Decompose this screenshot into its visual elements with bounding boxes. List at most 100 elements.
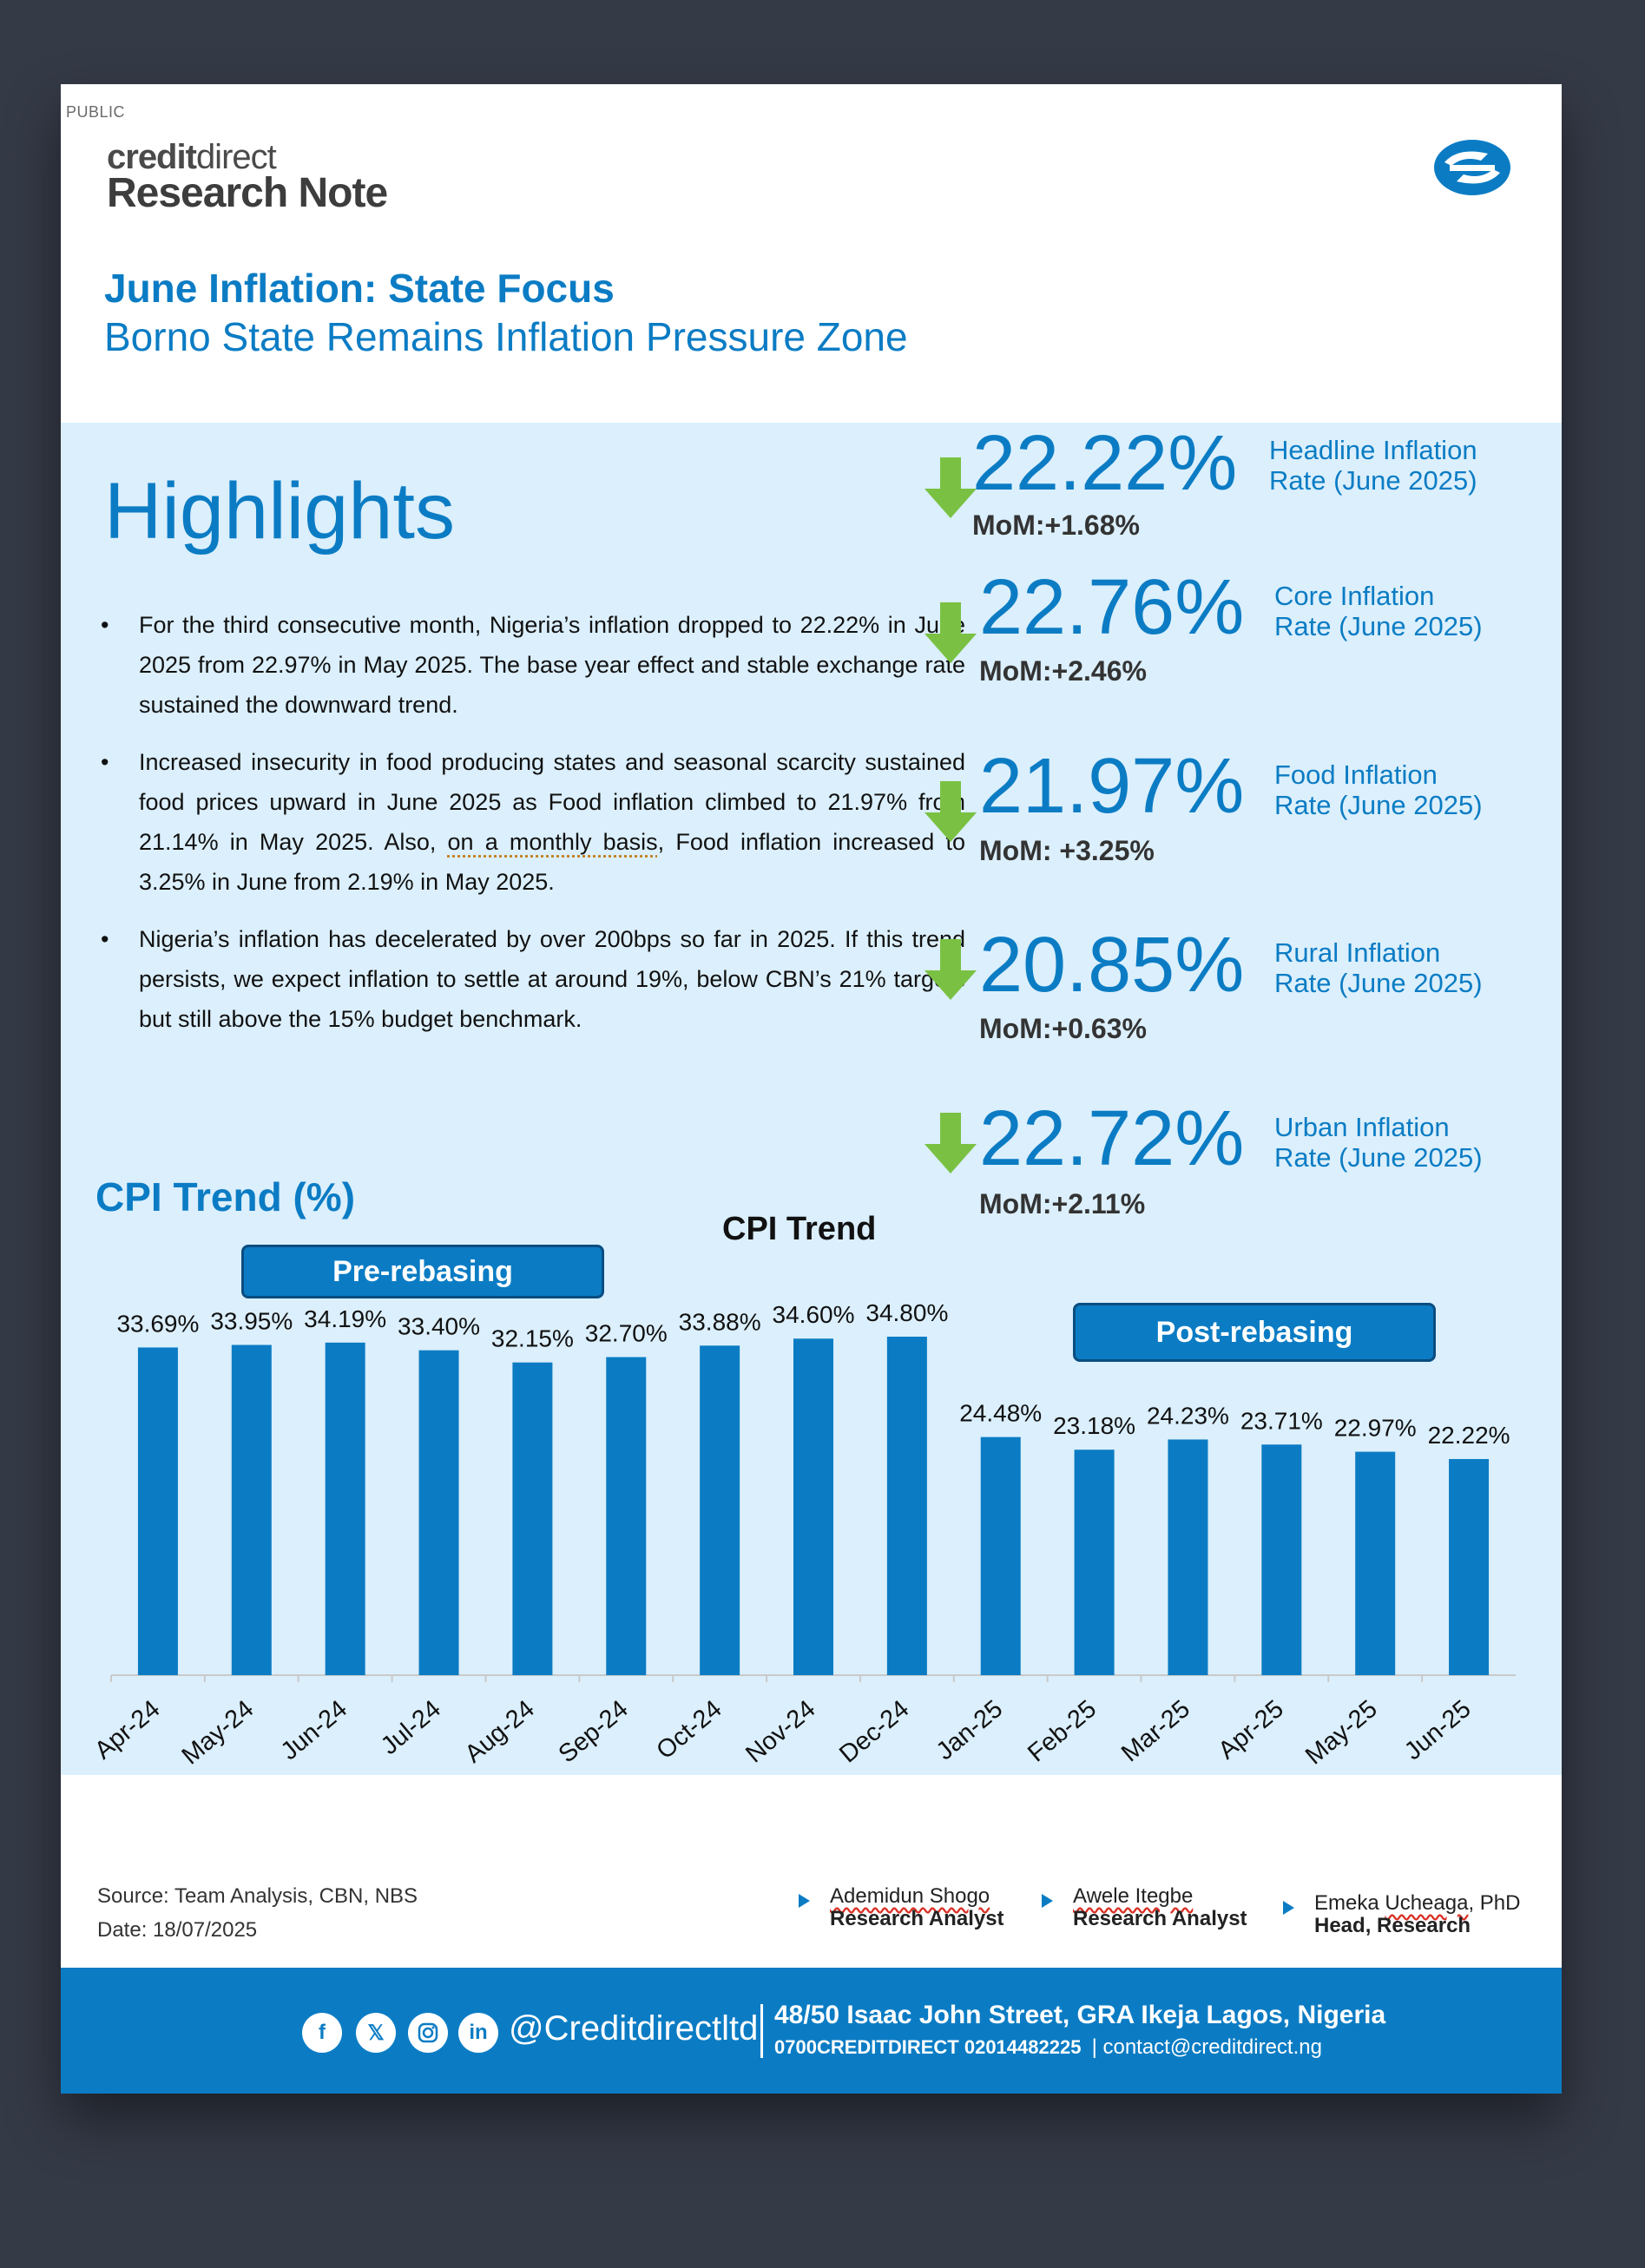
chart-bar [1355,1451,1396,1675]
down-arrow-icon [924,1113,977,1173]
bar-data-label: 33.88% [679,1308,761,1335]
kpi-label-line1: Urban Inflation [1274,1112,1450,1142]
x-tick-label: Jan-25 [931,1695,1008,1766]
kpi-label: Core Inflation Rate (June 2025) [1274,581,1483,641]
highlights-heading: Highlights [104,467,455,555]
facebook-icon[interactable]: f [302,2013,342,2053]
social-handle[interactable]: @Creditdirectltd [509,2009,759,2048]
kpi-mom: MoM:+2.46% [979,655,1147,687]
bullet-text-part1: Increased insecurity in food producing s… [139,749,965,855]
office-address: 48/50 Isaac John Street, GRA Ikeja Lagos… [774,2001,1386,2029]
down-arrow-icon [924,939,977,1000]
kpi-label-line1: Food Inflation [1274,759,1438,790]
bullet-text: Nigeria’s inflation has decelerated by o… [139,926,965,1032]
x-tick-label: Jun-24 [276,1695,352,1766]
classification-label: PUBLIC [66,103,126,121]
x-tick-label: Mar-25 [1116,1695,1195,1768]
x-tick-label: Apr-24 [89,1695,165,1765]
bar-data-label: 22.97% [1334,1415,1417,1442]
x-tick-label: Oct-24 [651,1695,727,1765]
footer-bar [61,1968,1562,2094]
x-icon[interactable]: 𝕏 [356,2013,396,2053]
chart-bar [1261,1444,1302,1675]
x-tick-label: Sep-24 [554,1695,634,1769]
analyst-role: Research Analyst [830,1907,1004,1930]
kpi-value: 22.76% [979,564,1245,651]
kpi-label-line1: Headline Inflation [1269,435,1477,465]
kpi-value: 20.85% [979,922,1245,1009]
kpi-label-line2: Rate (June 2025) [1274,1142,1483,1173]
bar-data-label: 33.95% [210,1308,293,1335]
chart-bar [1168,1439,1208,1675]
bullet-text: For the third consecutive month, Nigeria… [139,612,965,718]
bar-data-label: 23.18% [1053,1412,1135,1439]
brand-wordmark: creditdirect [107,138,277,177]
source-info: Source: Team Analysis, CBN, NBS Date: 18… [97,1879,418,1947]
pre-rebasing-label: Pre-rebasing [241,1245,604,1298]
page-subtitle: Borno State Remains Inflation Pressure Z… [104,314,908,359]
chart-bar [137,1347,178,1675]
brand-title: Research Note [107,170,388,216]
kpi-label: Food Inflation Rate (June 2025) [1274,759,1483,820]
analyst-name: Emeka Ucheaga, PhD [1314,1891,1521,1915]
chart-bar [512,1362,553,1675]
brand-direct: direct [195,138,277,176]
x-tick-label: Jun-25 [1399,1695,1476,1766]
instagram-icon[interactable] [408,2013,448,2053]
analyst-role: Research Analyst [1073,1907,1247,1930]
x-tick-label: Jul-24 [376,1695,446,1760]
chart-bar [700,1345,740,1675]
chart-bar [606,1357,647,1675]
chart-bar [1449,1458,1490,1675]
footer-divider [760,2004,763,2058]
x-tick-label: Nov-24 [740,1695,820,1769]
x-tick-label: May-24 [177,1695,260,1771]
bullet-text-part2: , Food inflation increased to 3.25% in J… [139,829,966,895]
contact-email[interactable]: | contact@creditdirect.ng [1091,2035,1322,2059]
bar-data-label: 34.80% [865,1299,948,1326]
down-arrow-icon [924,602,977,663]
kpi-label-line2: Rate (June 2025) [1274,968,1483,998]
bar-data-label: 33.69% [116,1310,199,1337]
bullet-underlined-phrase: on a monthly basis [447,829,658,855]
x-tick-label: May-25 [1300,1695,1383,1771]
bar-data-label: 32.70% [585,1320,668,1347]
post-rebasing-label: Post-rebasing [1073,1303,1436,1362]
kpi-value: 22.72% [979,1095,1245,1182]
bar-data-label: 24.48% [959,1400,1042,1427]
phone-shortcode: 0700CREDITDIRECT [774,2036,959,2058]
list-item: • Nigeria’s inflation has decelerated by … [101,926,965,1032]
kpi-mom: MoM: +3.25% [979,835,1155,866]
chart-bar [418,1350,459,1675]
highlights-list: • For the third consecutive month, Nigeri… [80,605,965,1056]
kpi-label: Rural Inflation Rate (June 2025) [1274,937,1483,998]
kpi-label: Headline Inflation Rate (June 2025) [1269,435,1477,496]
chart-bar [1074,1450,1115,1675]
research-note-page: PUBLIC creditdirect Research Note June I… [61,84,1562,2094]
list-item: • Increased insecurity in food producing … [101,749,966,895]
creditdirect-logo-icon [1434,140,1510,195]
triangle-bullet-icon [799,1894,810,1908]
bar-data-label: 22.22% [1428,1422,1510,1449]
contact-line: 0700CREDITDIRECT 02014482225 | contact@c… [774,2035,1322,2060]
x-tick-label: Aug-24 [460,1695,540,1769]
linkedin-icon[interactable]: in [458,2013,498,2053]
bar-data-label: 23.71% [1240,1407,1323,1434]
kpi-mom: MoM:+1.68% [972,509,1140,541]
kpi-label-line1: Core Inflation [1274,581,1435,611]
kpi-mom: MoM:+2.11% [979,1188,1146,1219]
report-date: Date: 18/07/2025 [97,1918,258,1942]
bar-data-label: 34.60% [773,1301,855,1328]
kpi-value: 21.97% [979,743,1245,830]
chart-bar [886,1337,927,1675]
analyst-3: Emeka Ucheaga, PhD Head, Research [1283,1892,1520,1937]
kpi-value: 22.22% [972,420,1238,507]
chart-bar [793,1338,833,1675]
down-arrow-icon [924,781,977,842]
page-title: June Inflation: State Focus [104,266,615,311]
triangle-bullet-icon [1042,1894,1053,1908]
triangle-bullet-icon [1283,1901,1294,1915]
kpi-label-line2: Rate (June 2025) [1269,465,1477,496]
kpi-label-line2: Rate (June 2025) [1274,790,1483,820]
chart-title: CPI Trend [722,1211,877,1247]
